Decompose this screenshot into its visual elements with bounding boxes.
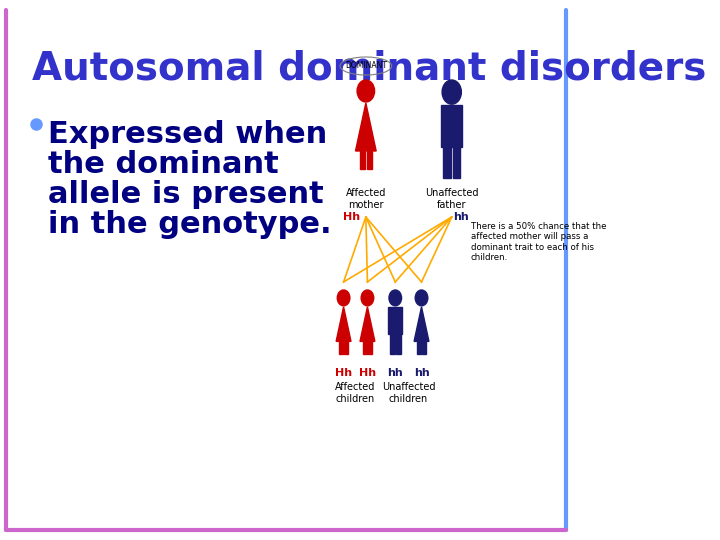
- Text: Hh: Hh: [343, 212, 360, 222]
- Text: Unaffected
father: Unaffected father: [425, 188, 479, 210]
- Circle shape: [415, 290, 428, 306]
- Text: Affected
mother: Affected mother: [346, 188, 386, 210]
- Polygon shape: [356, 103, 376, 151]
- Circle shape: [357, 80, 374, 102]
- Bar: [443, 147, 451, 178]
- Bar: [339, 341, 343, 354]
- Polygon shape: [336, 307, 351, 341]
- Text: the dominant: the dominant: [48, 150, 279, 179]
- Circle shape: [389, 290, 402, 306]
- Text: hh: hh: [387, 368, 403, 378]
- Text: Unaffected
children: Unaffected children: [382, 382, 435, 403]
- Text: Hh: Hh: [335, 368, 352, 378]
- Bar: [441, 105, 462, 147]
- Bar: [360, 151, 364, 169]
- Bar: [390, 334, 395, 354]
- Circle shape: [442, 80, 462, 104]
- Bar: [423, 341, 426, 354]
- Bar: [388, 307, 402, 334]
- Text: hh: hh: [414, 368, 429, 378]
- Circle shape: [361, 290, 374, 306]
- Bar: [417, 341, 420, 354]
- Text: There is a 50% chance that the
affected mother will pass a
dominant trait to eac: There is a 50% chance that the affected …: [471, 222, 606, 262]
- Bar: [369, 341, 372, 354]
- Text: allele is present: allele is present: [48, 180, 323, 209]
- Text: Expressed when: Expressed when: [48, 120, 327, 149]
- Bar: [344, 341, 348, 354]
- Text: Affected
children: Affected children: [336, 382, 376, 403]
- Bar: [363, 341, 366, 354]
- Bar: [453, 147, 461, 178]
- Polygon shape: [360, 307, 375, 341]
- Bar: [396, 334, 401, 354]
- Text: Autosomal dominant disorders: Autosomal dominant disorders: [32, 50, 706, 88]
- Text: hh: hh: [454, 212, 469, 222]
- Bar: [367, 151, 372, 169]
- Circle shape: [337, 290, 350, 306]
- Text: DOMINANT: DOMINANT: [345, 62, 387, 71]
- Polygon shape: [414, 307, 429, 341]
- Text: in the genotype.: in the genotype.: [48, 210, 331, 239]
- Text: Hh: Hh: [359, 368, 376, 378]
